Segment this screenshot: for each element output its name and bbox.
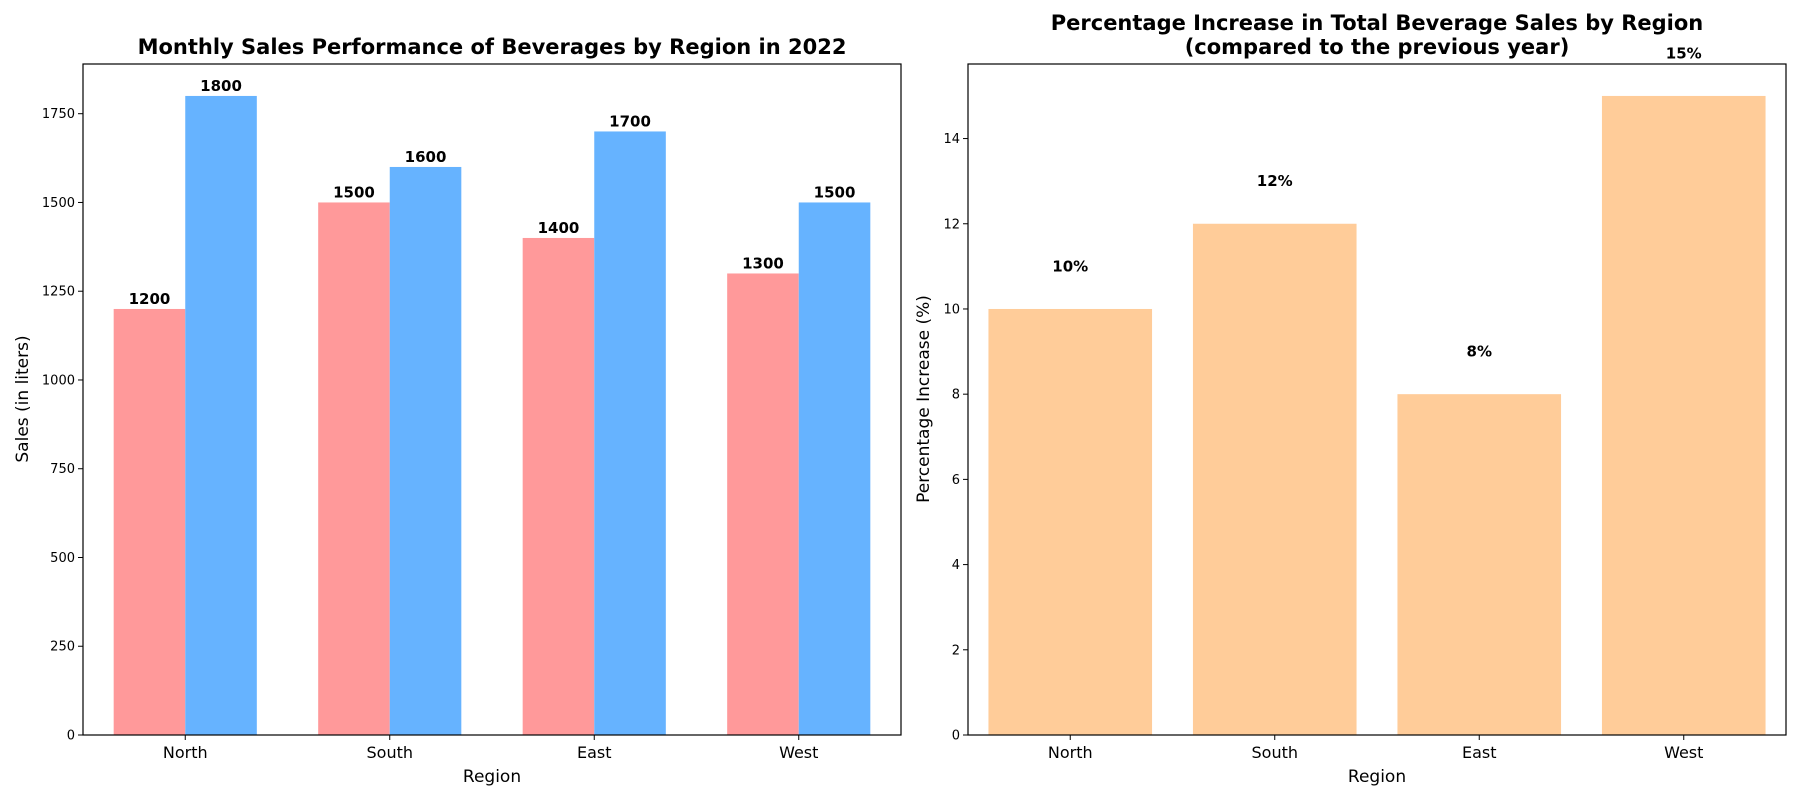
increase-x-tick-label-east: East [1462,743,1497,762]
sales-data-label-north-s2: 1800 [200,77,242,95]
increase-data-label-west-s1: 15% [1666,44,1702,62]
sales-bar-west-s2 [798,202,871,735]
increase-y-tick-label: 0 [952,729,960,744]
increase-data-label-north-s1: 10% [1052,257,1088,275]
sales-bar-east-s1 [522,237,595,735]
sales-x-tick-label-east: East [577,743,612,762]
increase-bar-south-s1 [1192,223,1357,735]
sales-x-tick-label-south: South [367,743,414,762]
increase-bar-west-s1 [1601,95,1766,735]
sales-bar-south-s1 [318,202,390,735]
increase-y-tick-label: 4 [952,558,960,573]
sales-data-label-west-s1: 1300 [742,254,784,272]
increase-y-axis: 0 2 4 6 8 10 12 14 [943,132,968,744]
increase-plot-frame [967,63,1787,736]
increase-y-tick-label: 2 [952,643,960,658]
sales-plot-frame [82,63,902,736]
increase-y-tick-label: 8 [952,388,960,403]
increase-x-tick-label-south: South [1252,743,1299,762]
increase-bar-north-s1 [988,308,1153,735]
sales-y-tick-label: 750 [50,462,75,477]
sales-x-axis: North South East West [163,735,818,762]
sales-data-label-south-s1: 1500 [333,183,375,201]
increase-x-axis: North South East West [1048,735,1703,762]
increase-y-tick-label: 14 [943,132,960,147]
sales-y-tick-label: 1500 [42,196,75,211]
sales-x-tick-label-north: North [163,743,208,762]
sales-y-tick-label: 1750 [42,107,75,122]
sales-y-tick-label: 250 [50,640,75,655]
sales-data-label-west-s2: 1500 [814,183,856,201]
increase-y-tick-label: 10 [943,302,960,317]
sales-bar-north-s2 [185,95,257,735]
sales-bar-east-s2 [594,131,666,735]
sales-data-label-north-s1: 1200 [129,290,171,308]
increase-chart-title: Percentage Increase in Total Beverage Sa… [1051,11,1704,35]
sales-y-tick-label: 0 [67,729,75,744]
sales-y-axis-label: Sales (in liters) [13,335,33,462]
sales-chart: Monthly Sales Performance of Beverages b… [13,35,902,787]
sales-y-tick-label: 1000 [42,373,75,388]
sales-x-tick-label-west: West [779,743,818,762]
sales-y-tick-label: 1250 [42,285,75,300]
increase-y-tick-label: 12 [943,217,960,232]
increase-x-tick-label-west: West [1664,743,1703,762]
increase-data-label-south-s1: 12% [1257,172,1293,190]
increase-chart: Percentage Increase in Total Beverage Sa… [914,11,1787,787]
sales-data-label-south-s2: 1600 [405,148,447,166]
sales-data-label-east-s2: 1700 [609,112,651,130]
sales-data-label-east-s1: 1400 [538,219,580,237]
sales-x-axis-label: Region [463,767,521,787]
sales-y-tick-label: 500 [50,551,75,566]
increase-bars [988,95,1766,735]
sales-y-axis: 0 250 500 750 1000 1250 1500 1750 [42,107,83,744]
increase-bar-east-s1 [1397,394,1562,735]
sales-bar-south-s2 [389,166,462,735]
increase-x-tick-label-north: North [1048,743,1093,762]
sales-bar-west-s1 [727,273,799,735]
sales-chart-title: Monthly Sales Performance of Beverages b… [138,35,847,59]
increase-chart-subtitle: (compared to the previous year) [1185,35,1570,59]
increase-y-tick-label: 6 [952,473,960,488]
increase-data-label-east-s1: 8% [1467,343,1492,361]
increase-x-axis-label: Region [1348,767,1406,787]
increase-y-axis-label: Percentage Increase (%) [914,295,934,503]
sales-bar-north-s1 [113,308,186,735]
sales-bars [113,95,871,735]
sales-data-labels: 1200 1800 1500 1600 1400 1700 1300 1500 [129,77,856,308]
increase-data-labels: 10% 12% 8% 15% [1052,44,1701,360]
